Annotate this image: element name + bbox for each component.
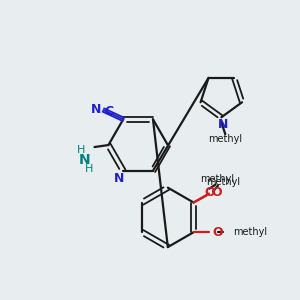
Text: N: N — [114, 172, 124, 185]
Text: C: C — [104, 105, 113, 118]
Text: O: O — [204, 186, 215, 199]
Text: O: O — [212, 226, 223, 239]
Text: methyl: methyl — [208, 134, 242, 144]
Text: N: N — [218, 118, 229, 131]
Text: N: N — [79, 153, 90, 167]
Text: N: N — [92, 103, 102, 116]
Text: O: O — [211, 186, 222, 199]
Text: methyl: methyl — [233, 227, 267, 237]
Text: methyl: methyl — [206, 177, 240, 187]
Text: H: H — [76, 145, 85, 155]
Text: methyl: methyl — [200, 174, 234, 184]
Text: H: H — [84, 164, 93, 174]
